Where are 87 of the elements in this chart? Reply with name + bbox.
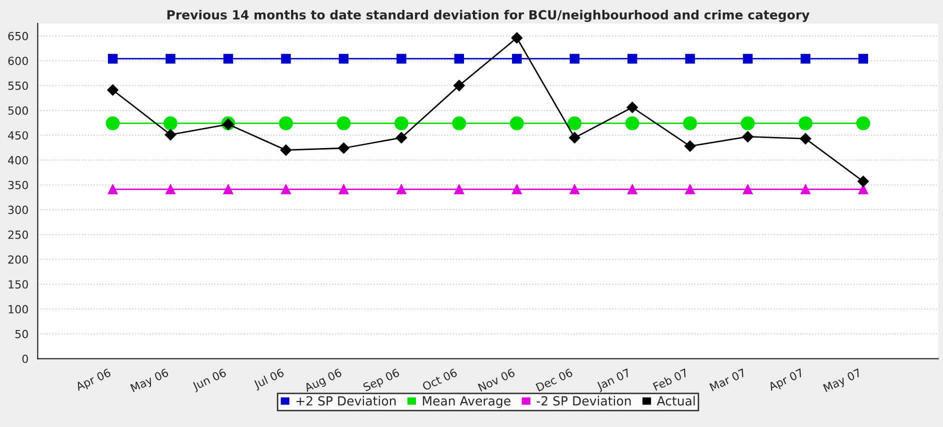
- y-tick-label: 550: [8, 82, 28, 90]
- point: [800, 54, 810, 64]
- point: [454, 184, 464, 194]
- x-tick-label: Sep 06: [362, 368, 401, 394]
- y-tick-label: 0: [22, 354, 28, 364]
- point: [625, 116, 640, 130]
- point: [396, 54, 406, 64]
- point: [396, 184, 406, 194]
- y-tick-label: 350: [8, 180, 28, 190]
- x-tick-label: Aug 06: [304, 368, 344, 394]
- y-tick-label: 150: [8, 280, 28, 289]
- y-tick-label: 600: [8, 56, 28, 66]
- y-tick-label: 200: [8, 255, 28, 264]
- point: [627, 54, 638, 64]
- point: [800, 133, 812, 144]
- point: [106, 116, 120, 130]
- y-tick-label: 650: [8, 32, 28, 40]
- legend-label: Actual: [656, 396, 695, 406]
- point: [338, 184, 349, 194]
- point: [223, 54, 234, 64]
- x-tick-label: Feb 07: [652, 368, 688, 391]
- point: [108, 54, 118, 64]
- point: [742, 184, 753, 194]
- point: [454, 54, 464, 64]
- point: [281, 184, 291, 194]
- point: [798, 116, 812, 130]
- point: [742, 54, 753, 64]
- point: [510, 116, 524, 130]
- point: [858, 176, 869, 188]
- point: [107, 84, 118, 96]
- point: [454, 80, 465, 92]
- legend-label: +2 SP Deviation: [296, 396, 396, 406]
- legend-label: -2 SP Deviation: [536, 396, 631, 406]
- y-tick-label: 50: [15, 330, 28, 338]
- point: [511, 32, 522, 44]
- y-tick-label: 250: [8, 230, 28, 239]
- point: [164, 116, 178, 130]
- point: [396, 132, 408, 144]
- point: [626, 102, 638, 114]
- y-tick-label: 500: [8, 106, 28, 115]
- x-tick-label: Apr 07: [768, 368, 805, 394]
- y-tick-label: 450: [8, 131, 28, 140]
- point: [570, 54, 580, 64]
- point: [222, 118, 234, 130]
- point: [280, 144, 292, 156]
- chart-title: Previous 14 months to date standard deviation for BCU/neighbourhood and crime category: [167, 10, 810, 22]
- x-tick-label: Mar 07: [709, 368, 746, 392]
- point: [740, 116, 755, 130]
- x-tick-label: Apr 06: [74, 368, 112, 394]
- x-tick-label: Jan 07: [596, 368, 632, 392]
- x-tick-label: May 06: [130, 368, 170, 394]
- point: [512, 184, 522, 194]
- point: [164, 129, 176, 140]
- point: [394, 116, 408, 130]
- point: [570, 184, 580, 194]
- x-tick-label: Jun 06: [191, 368, 228, 392]
- point: [568, 132, 580, 144]
- point: [683, 116, 697, 130]
- point: [336, 116, 351, 130]
- point: [684, 140, 696, 152]
- x-tick-label: Nov 06: [478, 368, 516, 392]
- y-tick-label: 300: [8, 206, 28, 214]
- x-tick-label: May 07: [822, 368, 862, 394]
- x-tick-label: Jul 06: [252, 368, 286, 391]
- point: [452, 116, 466, 130]
- point: [856, 116, 870, 130]
- point: [281, 54, 291, 64]
- point: [279, 116, 293, 130]
- point: [166, 184, 176, 194]
- point: [685, 54, 695, 64]
- point: [512, 54, 522, 64]
- point: [568, 116, 582, 130]
- point: [108, 184, 118, 194]
- point: [685, 184, 695, 194]
- y-tick-label: 100: [8, 304, 28, 314]
- point: [800, 184, 810, 194]
- y-tick-label: 400: [8, 156, 28, 164]
- legend-label: Mean Average: [422, 396, 510, 408]
- point: [338, 54, 349, 64]
- x-tick-label: Dec 06: [536, 368, 574, 392]
- point: [627, 184, 638, 194]
- x-tick-label: Oct 06: [422, 368, 458, 391]
- point: [742, 131, 754, 142]
- point: [223, 184, 234, 194]
- point: [858, 54, 868, 64]
- point: [166, 54, 176, 64]
- point: [338, 142, 350, 154]
